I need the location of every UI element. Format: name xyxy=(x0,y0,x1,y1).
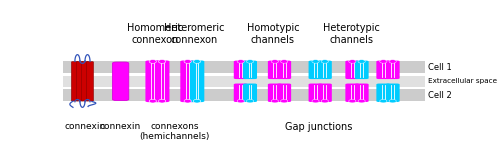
FancyBboxPatch shape xyxy=(376,61,390,79)
Text: connexons
(hemichannels): connexons (hemichannels) xyxy=(140,122,210,141)
Ellipse shape xyxy=(348,99,356,103)
FancyBboxPatch shape xyxy=(243,84,257,102)
Ellipse shape xyxy=(358,60,366,63)
FancyBboxPatch shape xyxy=(243,61,257,79)
Text: connexin: connexin xyxy=(64,122,106,131)
Text: Gap junctions: Gap junctions xyxy=(284,122,352,132)
Ellipse shape xyxy=(194,99,200,103)
Ellipse shape xyxy=(321,99,328,103)
Ellipse shape xyxy=(237,99,244,103)
Ellipse shape xyxy=(280,99,288,103)
Ellipse shape xyxy=(271,99,278,103)
Text: Heteromeric
connexon: Heteromeric connexon xyxy=(164,23,224,45)
FancyBboxPatch shape xyxy=(386,84,400,102)
FancyBboxPatch shape xyxy=(354,61,368,79)
FancyBboxPatch shape xyxy=(180,61,195,102)
Ellipse shape xyxy=(389,60,396,63)
Ellipse shape xyxy=(271,60,278,63)
Text: Homotypic
channels: Homotypic channels xyxy=(246,23,299,45)
Text: Cell 2: Cell 2 xyxy=(428,91,452,100)
FancyBboxPatch shape xyxy=(86,62,94,101)
FancyBboxPatch shape xyxy=(268,84,282,102)
Ellipse shape xyxy=(158,60,166,63)
Text: connexin: connexin xyxy=(100,122,141,131)
FancyBboxPatch shape xyxy=(346,61,360,79)
Ellipse shape xyxy=(280,60,288,63)
Ellipse shape xyxy=(380,99,387,103)
Ellipse shape xyxy=(358,99,366,103)
Ellipse shape xyxy=(184,60,192,63)
FancyBboxPatch shape xyxy=(308,84,322,102)
Text: Heterotypic
channels: Heterotypic channels xyxy=(323,23,380,45)
FancyBboxPatch shape xyxy=(72,62,78,101)
Text: Extracellular space: Extracellular space xyxy=(428,78,496,84)
FancyBboxPatch shape xyxy=(62,89,425,101)
FancyBboxPatch shape xyxy=(268,61,282,79)
Ellipse shape xyxy=(312,99,319,103)
Ellipse shape xyxy=(348,60,356,63)
FancyBboxPatch shape xyxy=(154,61,170,102)
FancyBboxPatch shape xyxy=(190,61,204,102)
Ellipse shape xyxy=(312,60,319,63)
Ellipse shape xyxy=(246,99,254,103)
Text: Cell 1: Cell 1 xyxy=(428,63,452,72)
FancyBboxPatch shape xyxy=(234,61,247,79)
Ellipse shape xyxy=(246,60,254,63)
Ellipse shape xyxy=(149,60,156,63)
FancyBboxPatch shape xyxy=(386,61,400,79)
Ellipse shape xyxy=(194,60,200,63)
FancyBboxPatch shape xyxy=(146,61,160,102)
FancyBboxPatch shape xyxy=(76,62,84,101)
Ellipse shape xyxy=(380,60,387,63)
FancyBboxPatch shape xyxy=(346,84,360,102)
FancyBboxPatch shape xyxy=(308,61,322,79)
FancyBboxPatch shape xyxy=(277,61,291,79)
FancyBboxPatch shape xyxy=(112,62,129,100)
Ellipse shape xyxy=(158,99,166,103)
FancyBboxPatch shape xyxy=(318,61,332,79)
FancyBboxPatch shape xyxy=(62,62,425,73)
FancyBboxPatch shape xyxy=(62,76,425,87)
Text: Homomeric
connexon: Homomeric connexon xyxy=(128,23,184,45)
FancyBboxPatch shape xyxy=(376,84,390,102)
Ellipse shape xyxy=(184,99,192,103)
Ellipse shape xyxy=(321,60,328,63)
FancyBboxPatch shape xyxy=(82,62,88,101)
FancyBboxPatch shape xyxy=(277,84,291,102)
Ellipse shape xyxy=(237,60,244,63)
Ellipse shape xyxy=(149,99,156,103)
FancyBboxPatch shape xyxy=(234,84,247,102)
FancyBboxPatch shape xyxy=(318,84,332,102)
FancyBboxPatch shape xyxy=(354,84,368,102)
Ellipse shape xyxy=(389,99,396,103)
